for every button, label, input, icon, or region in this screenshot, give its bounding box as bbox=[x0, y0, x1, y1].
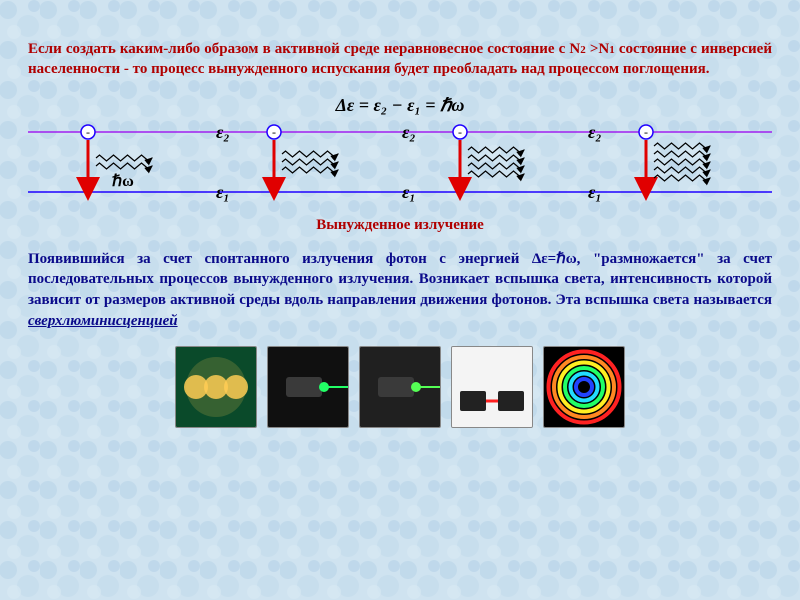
svg-text:-: - bbox=[458, 125, 462, 139]
thumb-laser-sensor bbox=[451, 346, 533, 428]
svg-text:ε₂: ε₂ bbox=[588, 122, 602, 142]
stimulated-emission-diagram: -ε₂ε₁ℏω-ε₂ε₁-ε₂ε₁-ε₂ε₁ bbox=[28, 118, 772, 206]
thumb-laser-diodes bbox=[175, 346, 257, 428]
svg-text:ℏω: ℏω bbox=[112, 173, 134, 190]
intro-paragraph: Если создать каким-либо образом в активн… bbox=[28, 39, 772, 80]
thumbnail-row bbox=[28, 346, 772, 428]
body-paragraph: Появившийся за счет спонтанного излучени… bbox=[28, 249, 772, 332]
svg-text:ε₂: ε₂ bbox=[402, 122, 416, 142]
energy-formula: Δε = ε₂ − ε₁ = ℏω bbox=[28, 95, 772, 116]
svg-text:-: - bbox=[86, 125, 90, 139]
svg-text:ε₂: ε₂ bbox=[216, 122, 230, 142]
svg-text:ε₁: ε₁ bbox=[588, 182, 602, 202]
diagram-caption: Вынужденное излучение bbox=[28, 217, 772, 234]
term-superluminescence: сверхлюминисценцией bbox=[28, 313, 178, 329]
svg-text:ε₁: ε₁ bbox=[216, 182, 230, 202]
thumb-laser-pointer-a bbox=[267, 346, 349, 428]
svg-text:-: - bbox=[272, 125, 276, 139]
svg-text:-: - bbox=[644, 125, 648, 139]
svg-text:ε₁: ε₁ bbox=[402, 182, 416, 202]
thumb-diffraction-rings bbox=[543, 346, 625, 428]
thumb-laser-pointer-b bbox=[359, 346, 441, 428]
